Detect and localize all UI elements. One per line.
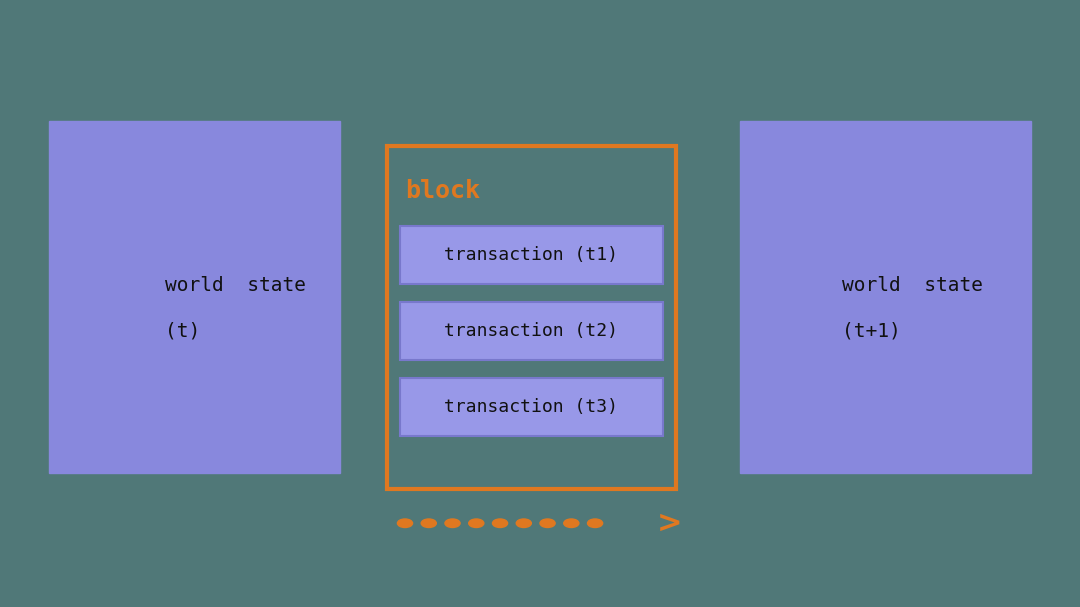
Text: transaction (t2): transaction (t2) [444,322,619,340]
FancyBboxPatch shape [400,378,663,436]
Text: >: > [657,509,683,538]
FancyBboxPatch shape [400,302,663,359]
Text: transaction (t1): transaction (t1) [444,246,619,264]
Text: block: block [405,179,480,203]
Circle shape [564,519,579,527]
FancyBboxPatch shape [387,146,676,489]
Circle shape [397,519,413,527]
Circle shape [588,519,603,527]
FancyBboxPatch shape [400,226,663,284]
Circle shape [516,519,531,527]
Text: world  state: world state [165,276,307,295]
FancyBboxPatch shape [740,121,1031,473]
Circle shape [540,519,555,527]
Text: transaction (t3): transaction (t3) [444,398,619,416]
Circle shape [445,519,460,527]
Text: world  state: world state [842,276,983,295]
FancyBboxPatch shape [49,121,340,473]
Text: (t): (t) [165,321,201,341]
Circle shape [421,519,436,527]
Circle shape [492,519,508,527]
Circle shape [469,519,484,527]
Text: (t+1): (t+1) [842,321,901,341]
